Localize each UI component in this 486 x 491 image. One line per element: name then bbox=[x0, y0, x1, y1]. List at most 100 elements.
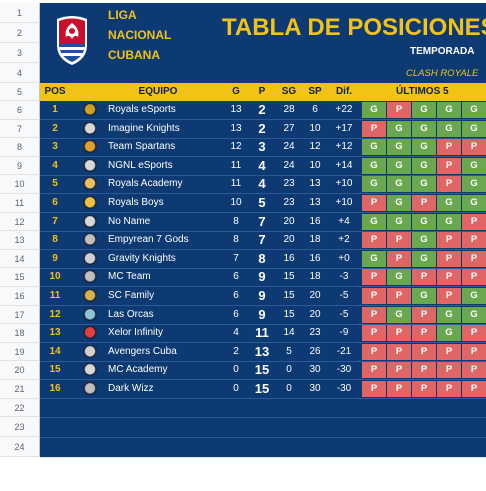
last5-result[interactable]: P bbox=[437, 250, 461, 267]
sets-won-cell[interactable]: 24 bbox=[283, 141, 295, 153]
sets-lost-cell[interactable]: 10 bbox=[309, 122, 321, 134]
last5-result[interactable]: P bbox=[387, 381, 411, 397]
last5-result[interactable]: P bbox=[412, 195, 436, 211]
difference-cell[interactable]: +12 bbox=[335, 141, 353, 153]
losses-cell[interactable]: 15 bbox=[254, 362, 270, 378]
row-number[interactable]: 9 bbox=[0, 157, 40, 175]
last5-result[interactable]: P bbox=[437, 139, 461, 156]
sets-won-cell[interactable]: 15 bbox=[283, 271, 295, 283]
sets-lost-cell[interactable]: 30 bbox=[309, 383, 321, 394]
row-number[interactable]: 7 bbox=[0, 120, 40, 138]
sets-lost-cell[interactable]: 20 bbox=[309, 290, 321, 301]
row-number[interactable]: 15 bbox=[0, 268, 40, 287]
row-number[interactable]: 16 bbox=[0, 287, 40, 306]
wins-cell[interactable]: 6 bbox=[233, 271, 239, 283]
last5-result[interactable]: P bbox=[462, 325, 486, 342]
last5-result[interactable]: G bbox=[387, 306, 411, 323]
sets-lost-cell[interactable]: 13 bbox=[309, 178, 321, 190]
sets-lost-cell[interactable]: 16 bbox=[309, 252, 321, 264]
row-number[interactable]: 10 bbox=[0, 175, 40, 194]
team-name-cell[interactable]: Royals Boys bbox=[108, 197, 164, 208]
losses-cell[interactable]: 9 bbox=[258, 288, 266, 303]
position-cell[interactable]: 5 bbox=[52, 178, 58, 190]
last5-result[interactable]: G bbox=[387, 120, 411, 137]
wins-cell[interactable]: 8 bbox=[233, 215, 239, 227]
wins-cell[interactable]: 6 bbox=[233, 308, 239, 320]
sets-won-cell[interactable]: 0 bbox=[286, 364, 292, 376]
wins-cell[interactable]: 11 bbox=[230, 159, 242, 171]
wins-cell[interactable]: 13 bbox=[230, 122, 242, 134]
losses-cell[interactable]: 9 bbox=[258, 306, 266, 322]
team-name-cell[interactable]: MC Academy bbox=[108, 364, 168, 376]
last5-result[interactable]: G bbox=[362, 176, 386, 193]
last5-result[interactable]: P bbox=[462, 362, 486, 379]
position-cell[interactable]: 14 bbox=[49, 345, 61, 357]
last5-result[interactable]: P bbox=[362, 306, 386, 323]
difference-cell[interactable]: +14 bbox=[335, 159, 353, 171]
difference-cell[interactable]: +22 bbox=[335, 104, 353, 115]
wins-cell[interactable]: 2 bbox=[233, 345, 239, 357]
row-number[interactable]: 3 bbox=[0, 43, 40, 63]
row-number[interactable]: 6 bbox=[0, 101, 40, 120]
wins-cell[interactable]: 6 bbox=[233, 290, 239, 301]
sets-won-cell[interactable]: 28 bbox=[283, 104, 295, 115]
last5-result[interactable]: P bbox=[387, 325, 411, 342]
last5-result[interactable]: G bbox=[412, 176, 436, 193]
last5-result[interactable]: G bbox=[387, 176, 411, 193]
last5-result[interactable]: P bbox=[387, 288, 411, 304]
difference-cell[interactable]: -30 bbox=[336, 364, 352, 376]
last5-result[interactable]: G bbox=[462, 120, 486, 137]
team-name-cell[interactable]: Dark Wizz bbox=[108, 383, 154, 394]
last5-result[interactable]: P bbox=[462, 139, 486, 156]
difference-cell[interactable]: +10 bbox=[335, 178, 353, 190]
last5-result[interactable]: G bbox=[412, 157, 436, 174]
sets-won-cell[interactable]: 16 bbox=[283, 252, 295, 264]
row-number[interactable]: 5 bbox=[0, 83, 40, 101]
sets-lost-cell[interactable]: 18 bbox=[309, 234, 321, 246]
sets-won-cell[interactable]: 20 bbox=[283, 215, 295, 227]
position-cell[interactable]: 11 bbox=[49, 290, 61, 301]
losses-cell[interactable]: 7 bbox=[258, 213, 266, 229]
difference-cell[interactable]: +10 bbox=[335, 197, 353, 208]
position-cell[interactable]: 2 bbox=[52, 122, 58, 134]
row-number[interactable]: 4 bbox=[0, 63, 40, 83]
difference-cell[interactable]: -9 bbox=[339, 327, 349, 339]
wins-cell[interactable]: 10 bbox=[230, 197, 242, 208]
sets-won-cell[interactable]: 5 bbox=[286, 345, 292, 357]
sets-won-cell[interactable]: 24 bbox=[283, 159, 295, 171]
difference-cell[interactable]: -5 bbox=[339, 290, 349, 301]
last5-result[interactable]: P bbox=[462, 250, 486, 267]
difference-cell[interactable]: +17 bbox=[335, 122, 353, 134]
last5-result[interactable]: G bbox=[412, 102, 436, 118]
losses-cell[interactable]: 3 bbox=[258, 139, 266, 155]
last5-result[interactable]: G bbox=[462, 288, 486, 304]
last5-result[interactable]: G bbox=[412, 139, 436, 156]
last5-result[interactable]: G bbox=[387, 157, 411, 174]
team-name-cell[interactable]: SC Family bbox=[108, 290, 155, 301]
losses-cell[interactable]: 7 bbox=[258, 232, 266, 248]
position-cell[interactable]: 6 bbox=[52, 197, 58, 208]
last5-result[interactable]: P bbox=[412, 343, 436, 360]
position-cell[interactable]: 8 bbox=[52, 234, 58, 246]
losses-cell[interactable]: 5 bbox=[258, 195, 266, 210]
wins-cell[interactable]: 0 bbox=[233, 383, 239, 394]
last5-result[interactable]: P bbox=[412, 269, 436, 286]
sets-won-cell[interactable]: 0 bbox=[286, 383, 292, 394]
last5-result[interactable]: P bbox=[362, 195, 386, 211]
team-name-cell[interactable]: Royals Academy bbox=[108, 178, 183, 190]
last5-result[interactable]: P bbox=[437, 269, 461, 286]
losses-cell[interactable]: 8 bbox=[258, 250, 266, 266]
last5-result[interactable]: G bbox=[387, 269, 411, 286]
losses-cell[interactable]: 13 bbox=[254, 343, 270, 359]
last5-result[interactable]: P bbox=[412, 362, 436, 379]
last5-result[interactable]: G bbox=[362, 102, 386, 118]
row-number[interactable]: 23 bbox=[0, 417, 40, 437]
last5-result[interactable]: G bbox=[437, 102, 461, 118]
losses-cell[interactable]: 4 bbox=[258, 176, 266, 192]
wins-cell[interactable]: 7 bbox=[233, 252, 239, 264]
last5-result[interactable]: P bbox=[362, 269, 386, 286]
last5-result[interactable]: P bbox=[387, 362, 411, 379]
last5-result[interactable]: P bbox=[437, 381, 461, 397]
position-cell[interactable]: 4 bbox=[52, 159, 58, 171]
wins-cell[interactable]: 13 bbox=[230, 104, 242, 115]
